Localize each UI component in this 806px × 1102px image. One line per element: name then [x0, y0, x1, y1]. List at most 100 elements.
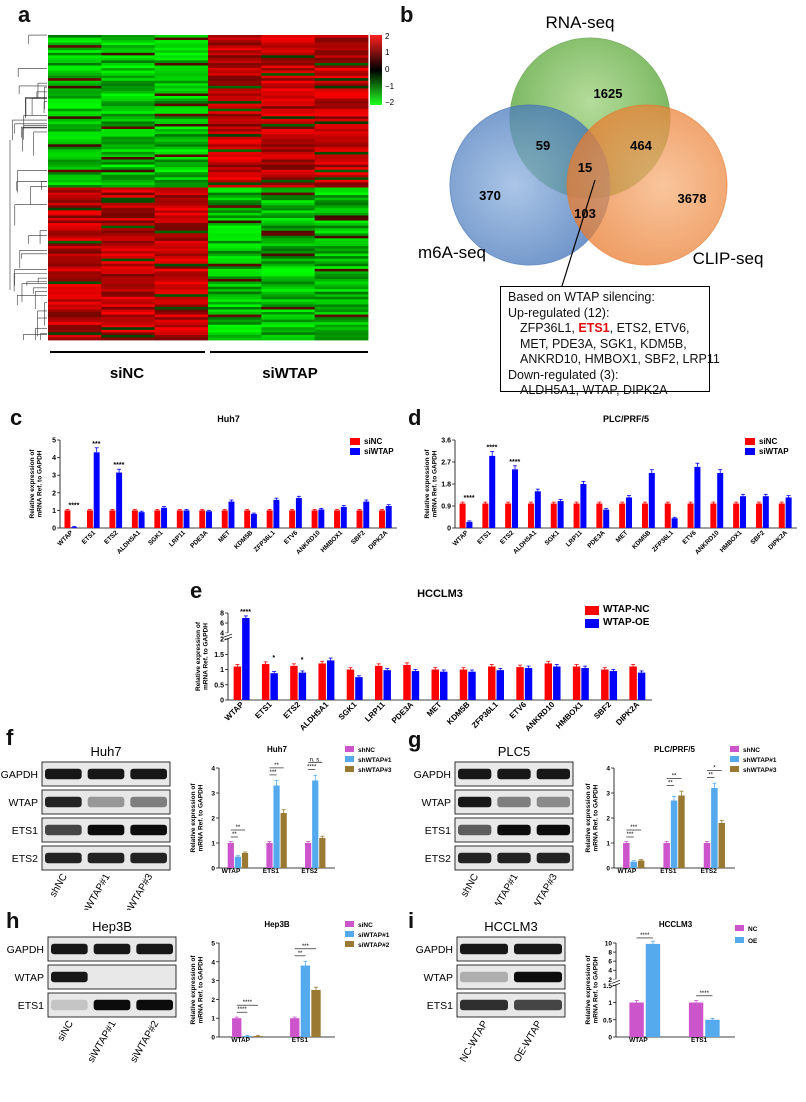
x-tick-label: ALDH5A1 [512, 529, 538, 555]
heatmap-cell [48, 68, 102, 71]
heatmap-cell [101, 248, 156, 252]
heatmap-cell [154, 309, 209, 313]
heatmap-cell [154, 248, 209, 252]
x-tick-label: LRP11 [565, 529, 584, 548]
heatmap-cell [314, 273, 369, 277]
heatmap-cell [314, 218, 369, 221]
heatmap-cell [101, 212, 156, 216]
y-axis-label: Relative expression ofmRNA Ref. to GAPDH [424, 449, 439, 519]
bar [664, 503, 671, 528]
heatmap-cell [261, 220, 316, 224]
heatmap-cell [261, 327, 316, 331]
heatmap-cell [48, 334, 102, 338]
heatmap-cell [261, 263, 316, 267]
heatmap-cell [101, 281, 156, 285]
chart-g: PLC/PRF/5 0 1 2 3 4 Relative expression ofmRNA… [585, 745, 777, 875]
heatmap-cell [208, 83, 262, 87]
heatmap-cell [154, 57, 209, 61]
heatmap-cell [154, 251, 209, 254]
heatmap-cell [208, 327, 262, 331]
heatmap-cell [101, 179, 156, 183]
significance-label: **** [307, 765, 317, 771]
heatmap-cell [314, 177, 369, 181]
significance-label: ** [672, 774, 677, 780]
x-tick-label: SGK1 [544, 529, 562, 547]
heatmap-cell [101, 35, 156, 38]
heatmap-cell [48, 187, 102, 191]
legend-swatch [745, 448, 755, 455]
bar [601, 669, 609, 700]
heatmap-cell [314, 131, 369, 135]
heatmap-cell [208, 139, 262, 143]
y-tick-label: 2 [608, 977, 612, 984]
heatmap-cell [208, 101, 262, 105]
bar [459, 669, 468, 700]
bar [221, 510, 228, 528]
y-tick-label: 0 [211, 866, 215, 873]
heatmap-cell [48, 106, 102, 110]
y-tick-label: 0.5 [214, 682, 224, 689]
heatmap-cell [101, 192, 156, 196]
heatmap-cell [101, 245, 156, 249]
significance-label: * [301, 657, 304, 664]
significance-label: **** [464, 495, 475, 502]
heatmap-cell [154, 131, 209, 135]
heatmap-cell [314, 248, 369, 252]
heatmap-cell [314, 279, 369, 282]
heatmap-cell [261, 146, 316, 150]
heatmap-cell [261, 317, 316, 321]
heatmap-cell [48, 309, 102, 313]
heatmap-cell [101, 228, 156, 232]
bar [705, 1019, 720, 1037]
heatmap-cell [314, 276, 369, 280]
blot-lane-label: shWTAP#1 [78, 872, 113, 910]
heatmap-cell [208, 261, 262, 265]
heatmap-cell [101, 37, 156, 41]
heatmap-cell [101, 233, 156, 237]
bar [280, 813, 287, 868]
heatmap-cell [314, 312, 369, 315]
heatmap-cell [48, 281, 102, 285]
heatmap-cell [261, 90, 316, 94]
heatmap-cell [261, 83, 316, 87]
heatmap-cell [48, 301, 102, 305]
heatmap-cell [261, 154, 316, 158]
heatmap-cell [314, 154, 369, 158]
heatmap-cell [48, 177, 102, 181]
bar [524, 668, 533, 700]
heatmap-cell [314, 268, 369, 272]
bar [468, 671, 476, 700]
heatmap-cell [48, 233, 102, 237]
heatmap-cell [154, 151, 209, 155]
heatmap-cell [261, 240, 316, 244]
y-tick-label: 1 [52, 508, 56, 515]
heatmap-cell [101, 75, 156, 79]
heatmap-cell [154, 111, 209, 115]
x-tick-label: ZFP36L1 [253, 529, 277, 553]
significance-label: ** [668, 781, 673, 787]
x-tick-label: ETS1 [476, 529, 493, 546]
legend-swatch [585, 606, 599, 615]
heatmap-cell [314, 187, 369, 191]
heatmap-cell [208, 245, 262, 249]
blot-band [93, 999, 131, 1011]
venn-count: 15 [578, 160, 592, 175]
heatmap-cell [48, 322, 102, 326]
bar [242, 618, 250, 700]
heatmap-cell [101, 284, 156, 288]
heatmap-cell [208, 258, 262, 262]
bar [573, 503, 580, 528]
heatmap-cell [314, 243, 369, 247]
heatmap-cell [261, 73, 316, 77]
heatmap-cell [48, 197, 102, 201]
heatmap-cell [261, 174, 316, 178]
heatmap-cell [208, 289, 262, 293]
heatmap-cell [314, 47, 369, 51]
heatmap-cell [261, 312, 316, 315]
heatmap-cell [154, 289, 209, 293]
heatmap-cell [261, 215, 316, 219]
heatmap-cell [48, 113, 102, 117]
heatmap-cell [154, 179, 209, 183]
heatmap-cell [101, 289, 156, 293]
heatmap-cell [208, 106, 262, 110]
